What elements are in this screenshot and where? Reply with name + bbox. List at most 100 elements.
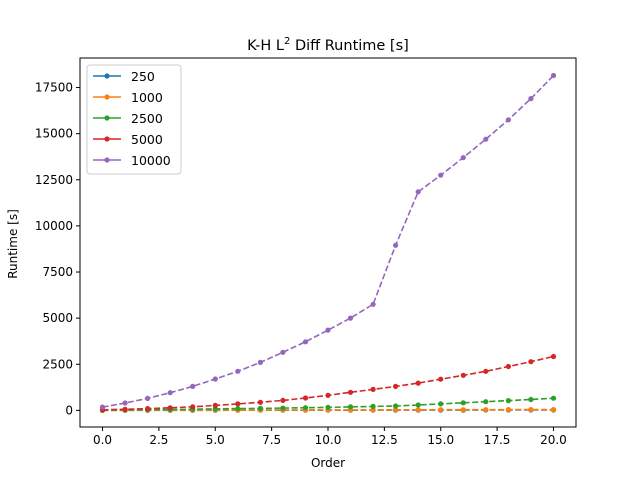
data-point: [302, 339, 309, 345]
legend-swatch-marker: [104, 136, 110, 142]
data-point: [370, 386, 376, 392]
data-point: [302, 395, 309, 401]
data-point: [528, 396, 534, 403]
data-point: [505, 363, 511, 370]
data-point: [393, 383, 399, 389]
data-point: [167, 405, 173, 411]
data-point: [483, 136, 489, 142]
y-tick-label: 10000: [35, 219, 73, 233]
data-point: [212, 402, 218, 408]
data-point: [280, 349, 286, 355]
data-point: [167, 390, 173, 396]
data-point: [415, 189, 421, 195]
data-point: [460, 372, 466, 378]
data-point: [438, 172, 444, 178]
legend-item-1000: 1000: [93, 90, 163, 105]
y-tick-label: 12500: [35, 173, 73, 187]
data-point: [528, 96, 534, 102]
data-point: [438, 376, 444, 382]
data-point: [325, 392, 331, 398]
y-axis-label: Runtime [s]: [6, 209, 20, 279]
chart-title-superscript: 2: [284, 36, 290, 47]
legend-item-5000: 5000: [93, 132, 163, 147]
data-point: [393, 242, 399, 248]
data-point: [347, 389, 354, 395]
data-point: [280, 405, 286, 411]
x-tick-label: 15.0: [427, 433, 454, 447]
legend-swatch-marker: [104, 157, 110, 163]
y-tick-label: 5000: [42, 311, 73, 325]
x-tick-label: 5.0: [206, 433, 225, 447]
data-point: [550, 353, 557, 360]
data-point: [190, 383, 196, 389]
y-tick-label: 2500: [42, 357, 73, 371]
data-point: [528, 359, 534, 365]
data-point: [460, 407, 466, 413]
data-point: [145, 395, 151, 401]
data-point: [505, 407, 511, 413]
x-tick-label: 12.5: [371, 433, 398, 447]
data-point: [483, 399, 489, 405]
data-point: [212, 376, 218, 382]
x-tick-label: 17.5: [484, 433, 511, 447]
data-point: [393, 407, 399, 413]
x-tick-label: 20.0: [540, 433, 567, 447]
legend-label: 10000: [131, 153, 171, 168]
legend-box: [86, 64, 182, 175]
x-axis-label: Order: [311, 456, 345, 470]
data-point: [257, 359, 263, 365]
data-point: [235, 401, 241, 407]
data-point: [370, 403, 376, 409]
x-tick-label: 10.0: [315, 433, 342, 447]
data-point: [550, 407, 557, 413]
legend-item-2500: 2500: [93, 111, 163, 126]
data-point: [325, 327, 331, 333]
x-tick-label: 7.5: [262, 433, 281, 447]
data-point: [370, 301, 376, 307]
legend-label: 2500: [131, 111, 163, 126]
x-tick-label: 2.5: [149, 433, 168, 447]
data-point: [235, 406, 241, 412]
data-point: [122, 400, 128, 406]
data-point: [347, 315, 354, 321]
data-point: [460, 155, 466, 161]
data-point: [505, 117, 511, 123]
y-tick-label: 7500: [42, 265, 73, 279]
data-point: [415, 380, 421, 386]
legend: 250 1000 2500 5000 10000: [86, 64, 182, 175]
data-point: [505, 398, 511, 404]
data-point: [280, 397, 286, 403]
legend-label: 5000: [131, 132, 163, 147]
data-point: [302, 405, 309, 411]
series-5000: [99, 353, 557, 413]
plot-area: 0.0 2.5 5.0 7.5 10.0 12.5 15.0 17.5 20.0 0 2500 500…: [35, 57, 577, 447]
chart-title-main: K-H L: [247, 38, 284, 54]
legend-swatch-marker: [104, 115, 110, 121]
data-point: [438, 407, 444, 413]
chart-title-rest: Diff Runtime [s]: [290, 38, 408, 54]
data-point: [122, 406, 128, 412]
y-tick-label: 17500: [35, 81, 73, 95]
legend-swatch-marker: [104, 94, 110, 100]
data-point: [190, 404, 196, 410]
data-point: [528, 407, 534, 413]
legend-label: 250: [131, 69, 155, 84]
legend-item-250: 250: [93, 69, 155, 84]
legend-item-10000: 10000: [93, 153, 171, 168]
data-point: [483, 368, 489, 374]
data-point: [145, 406, 151, 412]
series-10000: [99, 72, 557, 410]
chart-title: K-H L2 Diff Runtime [s]: [247, 36, 409, 54]
data-point: [235, 368, 241, 374]
data-point: [550, 72, 557, 79]
legend-label: 1000: [131, 90, 163, 105]
data-point: [347, 404, 354, 410]
data-point: [460, 400, 466, 406]
data-point: [257, 399, 263, 405]
data-point: [415, 407, 421, 413]
data-point: [393, 403, 399, 409]
y-tick-label: 15000: [35, 127, 73, 141]
legend-swatch-marker: [104, 73, 110, 79]
data-point: [415, 402, 421, 408]
